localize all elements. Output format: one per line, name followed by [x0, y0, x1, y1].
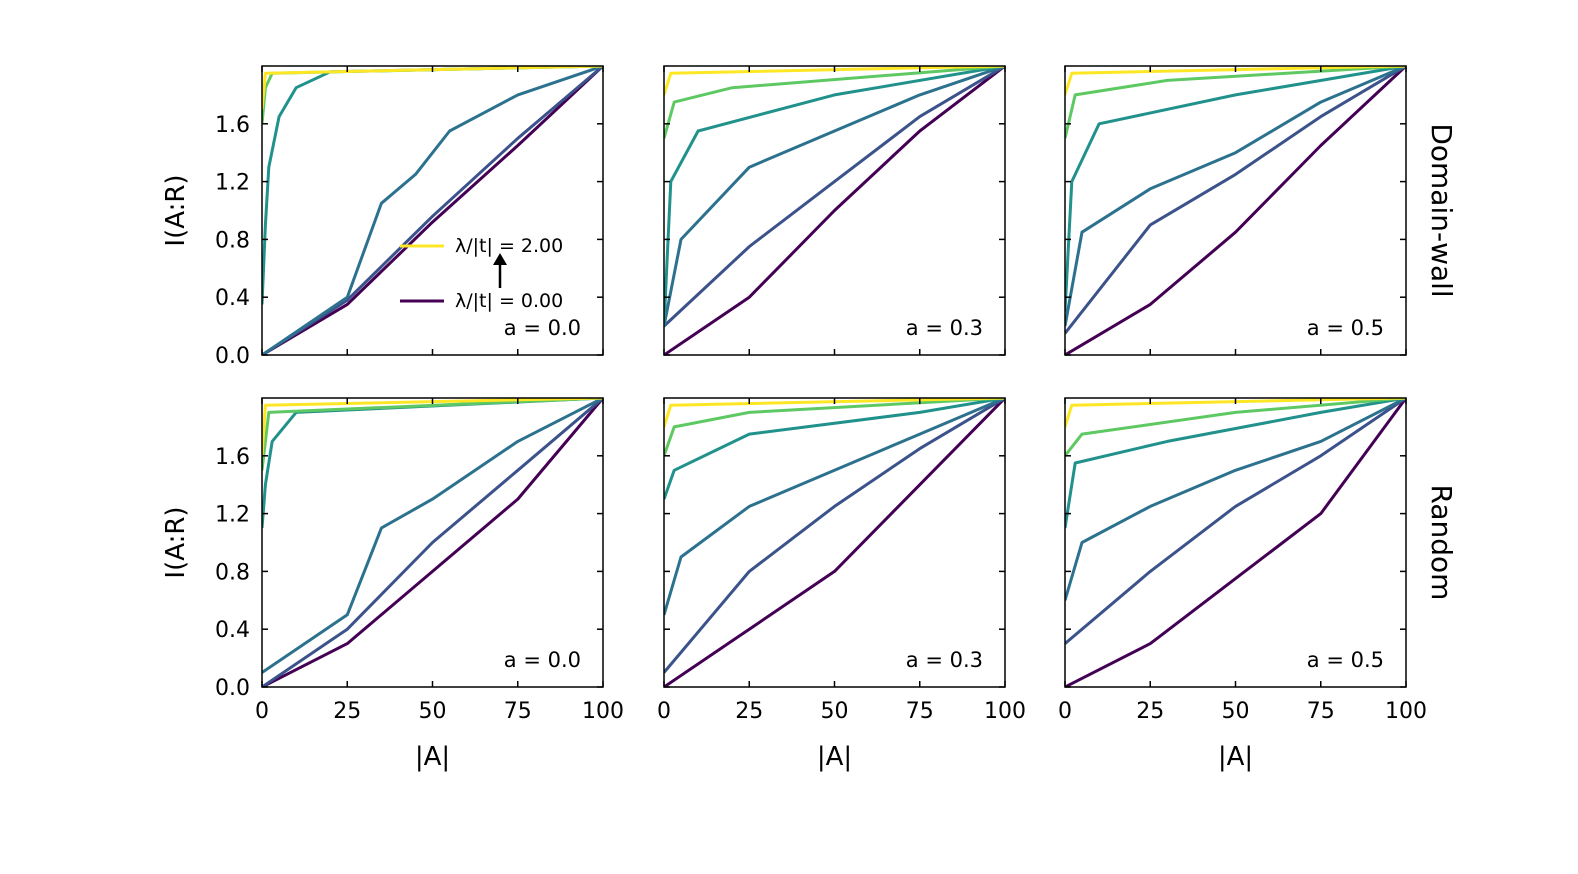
- series-line-lambda-0-8: [664, 398, 1005, 457]
- panel-0-1: a = 0.3: [663, 65, 1006, 356]
- series-line-lambda-0-4: [1065, 66, 1406, 312]
- series-line-lambda-0-2: [1065, 398, 1406, 601]
- row-title: Random: [1425, 485, 1458, 601]
- panel-0-0: 0.0 0.4 0.8 1.2 1.6 a = 0.0 I(A:R): [161, 65, 604, 369]
- panel-annotation: a = 0.5: [1307, 316, 1384, 340]
- x-tick-label: 75: [1307, 699, 1335, 724]
- panel-0-2: a = 0.5 Domain-wall: [1064, 65, 1458, 356]
- y-tick-label: 1.2: [215, 171, 250, 196]
- panel-annotation: a = 0.0: [504, 316, 581, 340]
- legend: λ/|t| = 2.00 λ/|t| = 0.00: [400, 235, 563, 312]
- series-line-lambda-0-4: [262, 398, 603, 674]
- x-axis-label: |A|: [1218, 742, 1253, 772]
- panel-annotation: a = 0.3: [906, 316, 983, 340]
- panel-1-2: 0 25 50 75 100 a = 0.5 |A| Random: [1058, 397, 1458, 772]
- series-line-lambda-0-2: [664, 398, 1005, 616]
- series-line-lambda-0-4: [664, 398, 1005, 500]
- series-line-lambda-2: [1065, 398, 1406, 428]
- y-tick-label: 0.0: [215, 676, 250, 701]
- series-group: [664, 398, 1005, 687]
- series-line-lambda-0: [664, 398, 1005, 687]
- series-line-lambda-0-2: [1065, 66, 1406, 327]
- series-group: [262, 398, 603, 687]
- series-line-lambda-2: [262, 66, 603, 110]
- x-tick-label: 50: [1222, 699, 1250, 724]
- series-line-lambda-0: [262, 398, 603, 687]
- y-tick-label: 0.8: [215, 228, 250, 253]
- panel-annotation: a = 0.5: [1307, 648, 1384, 672]
- y-axis-label: I(A:R): [161, 174, 191, 246]
- y-tick-label: 0.4: [215, 286, 250, 311]
- x-tick-label: 100: [984, 699, 1026, 724]
- series-line-lambda-2: [262, 398, 603, 456]
- y-tick-label: 0.4: [215, 618, 250, 643]
- panel-annotation: a = 0.3: [906, 648, 983, 672]
- y-axis-label: I(A:R): [161, 506, 191, 578]
- panel-annotation: a = 0.0: [504, 648, 581, 672]
- series-line-lambda-0-8: [664, 66, 1005, 139]
- plot-frame: [1064, 397, 1407, 688]
- legend-label-high: λ/|t| = 2.00: [455, 235, 563, 257]
- x-tick-label: 25: [735, 699, 763, 724]
- series-line-lambda-0-4: [664, 66, 1005, 327]
- series-line-lambda-0: [664, 66, 1005, 355]
- series-line-lambda-0-4: [1065, 398, 1406, 529]
- series-line-lambda-0-2: [262, 398, 603, 687]
- series-line-lambda-0: [1065, 398, 1406, 687]
- arrow-head-icon: [493, 253, 507, 265]
- series-line-lambda-0: [262, 66, 603, 355]
- row-title: Domain-wall: [1425, 123, 1458, 297]
- series-line-lambda-0-2: [664, 66, 1005, 327]
- series-group: [262, 66, 603, 355]
- panel-1-1: 0 25 50 75 100 a = 0.3 |A|: [657, 397, 1026, 772]
- x-tick-label: 75: [504, 699, 532, 724]
- series-line-lambda-0-8: [1065, 398, 1406, 457]
- series-line-lambda-2: [664, 398, 1005, 428]
- legend-label-low: λ/|t| = 0.00: [455, 290, 563, 312]
- y-tick-label: 0.8: [215, 560, 250, 585]
- series-line-lambda-0: [1065, 66, 1406, 355]
- y-tick-label: 1.2: [215, 503, 250, 528]
- series-line-lambda-0-1: [1065, 66, 1406, 335]
- series-line-lambda-0-1: [664, 66, 1005, 328]
- y-tick-label: 1.6: [215, 113, 250, 138]
- x-tick-label: 0: [255, 699, 269, 724]
- x-tick-label: 100: [582, 699, 624, 724]
- x-axis-label: |A|: [415, 742, 450, 772]
- x-tick-label: 0: [1058, 699, 1072, 724]
- series-line-lambda-0-4: [262, 66, 603, 355]
- series-line-lambda-0-6: [262, 398, 603, 529]
- series-line-lambda-0-1: [1065, 398, 1406, 645]
- x-tick-label: 25: [1136, 699, 1164, 724]
- x-tick-label: 100: [1385, 699, 1427, 724]
- series-group: [664, 66, 1005, 355]
- series-line-lambda-0-8: [1065, 66, 1406, 139]
- series-line-lambda-2: [1065, 66, 1406, 96]
- series-group: [1065, 66, 1406, 355]
- y-tick-label: 0.0: [215, 344, 250, 369]
- x-tick-label: 25: [333, 699, 361, 724]
- panel-1-0: 0 25 50 75 100 0.0 0.4 0.8 1.2 1.6 a = 0.0 |A| I(A:R…: [161, 397, 624, 772]
- series-line-lambda-0-1: [664, 398, 1005, 674]
- x-tick-label: 75: [906, 699, 934, 724]
- y-tick-label: 1.6: [215, 445, 250, 470]
- x-tick-label: 50: [821, 699, 849, 724]
- series-line-lambda-0-2: [262, 66, 603, 355]
- x-axis-label: |A|: [817, 742, 852, 772]
- series-line-lambda-0-6: [262, 66, 603, 305]
- plot-frame: [663, 397, 1006, 688]
- x-tick-label: 0: [657, 699, 671, 724]
- series-line-lambda-1-2: [262, 398, 603, 471]
- x-tick-label: 50: [419, 699, 447, 724]
- series-group: [1065, 398, 1406, 687]
- series-line-lambda-2: [664, 66, 1005, 96]
